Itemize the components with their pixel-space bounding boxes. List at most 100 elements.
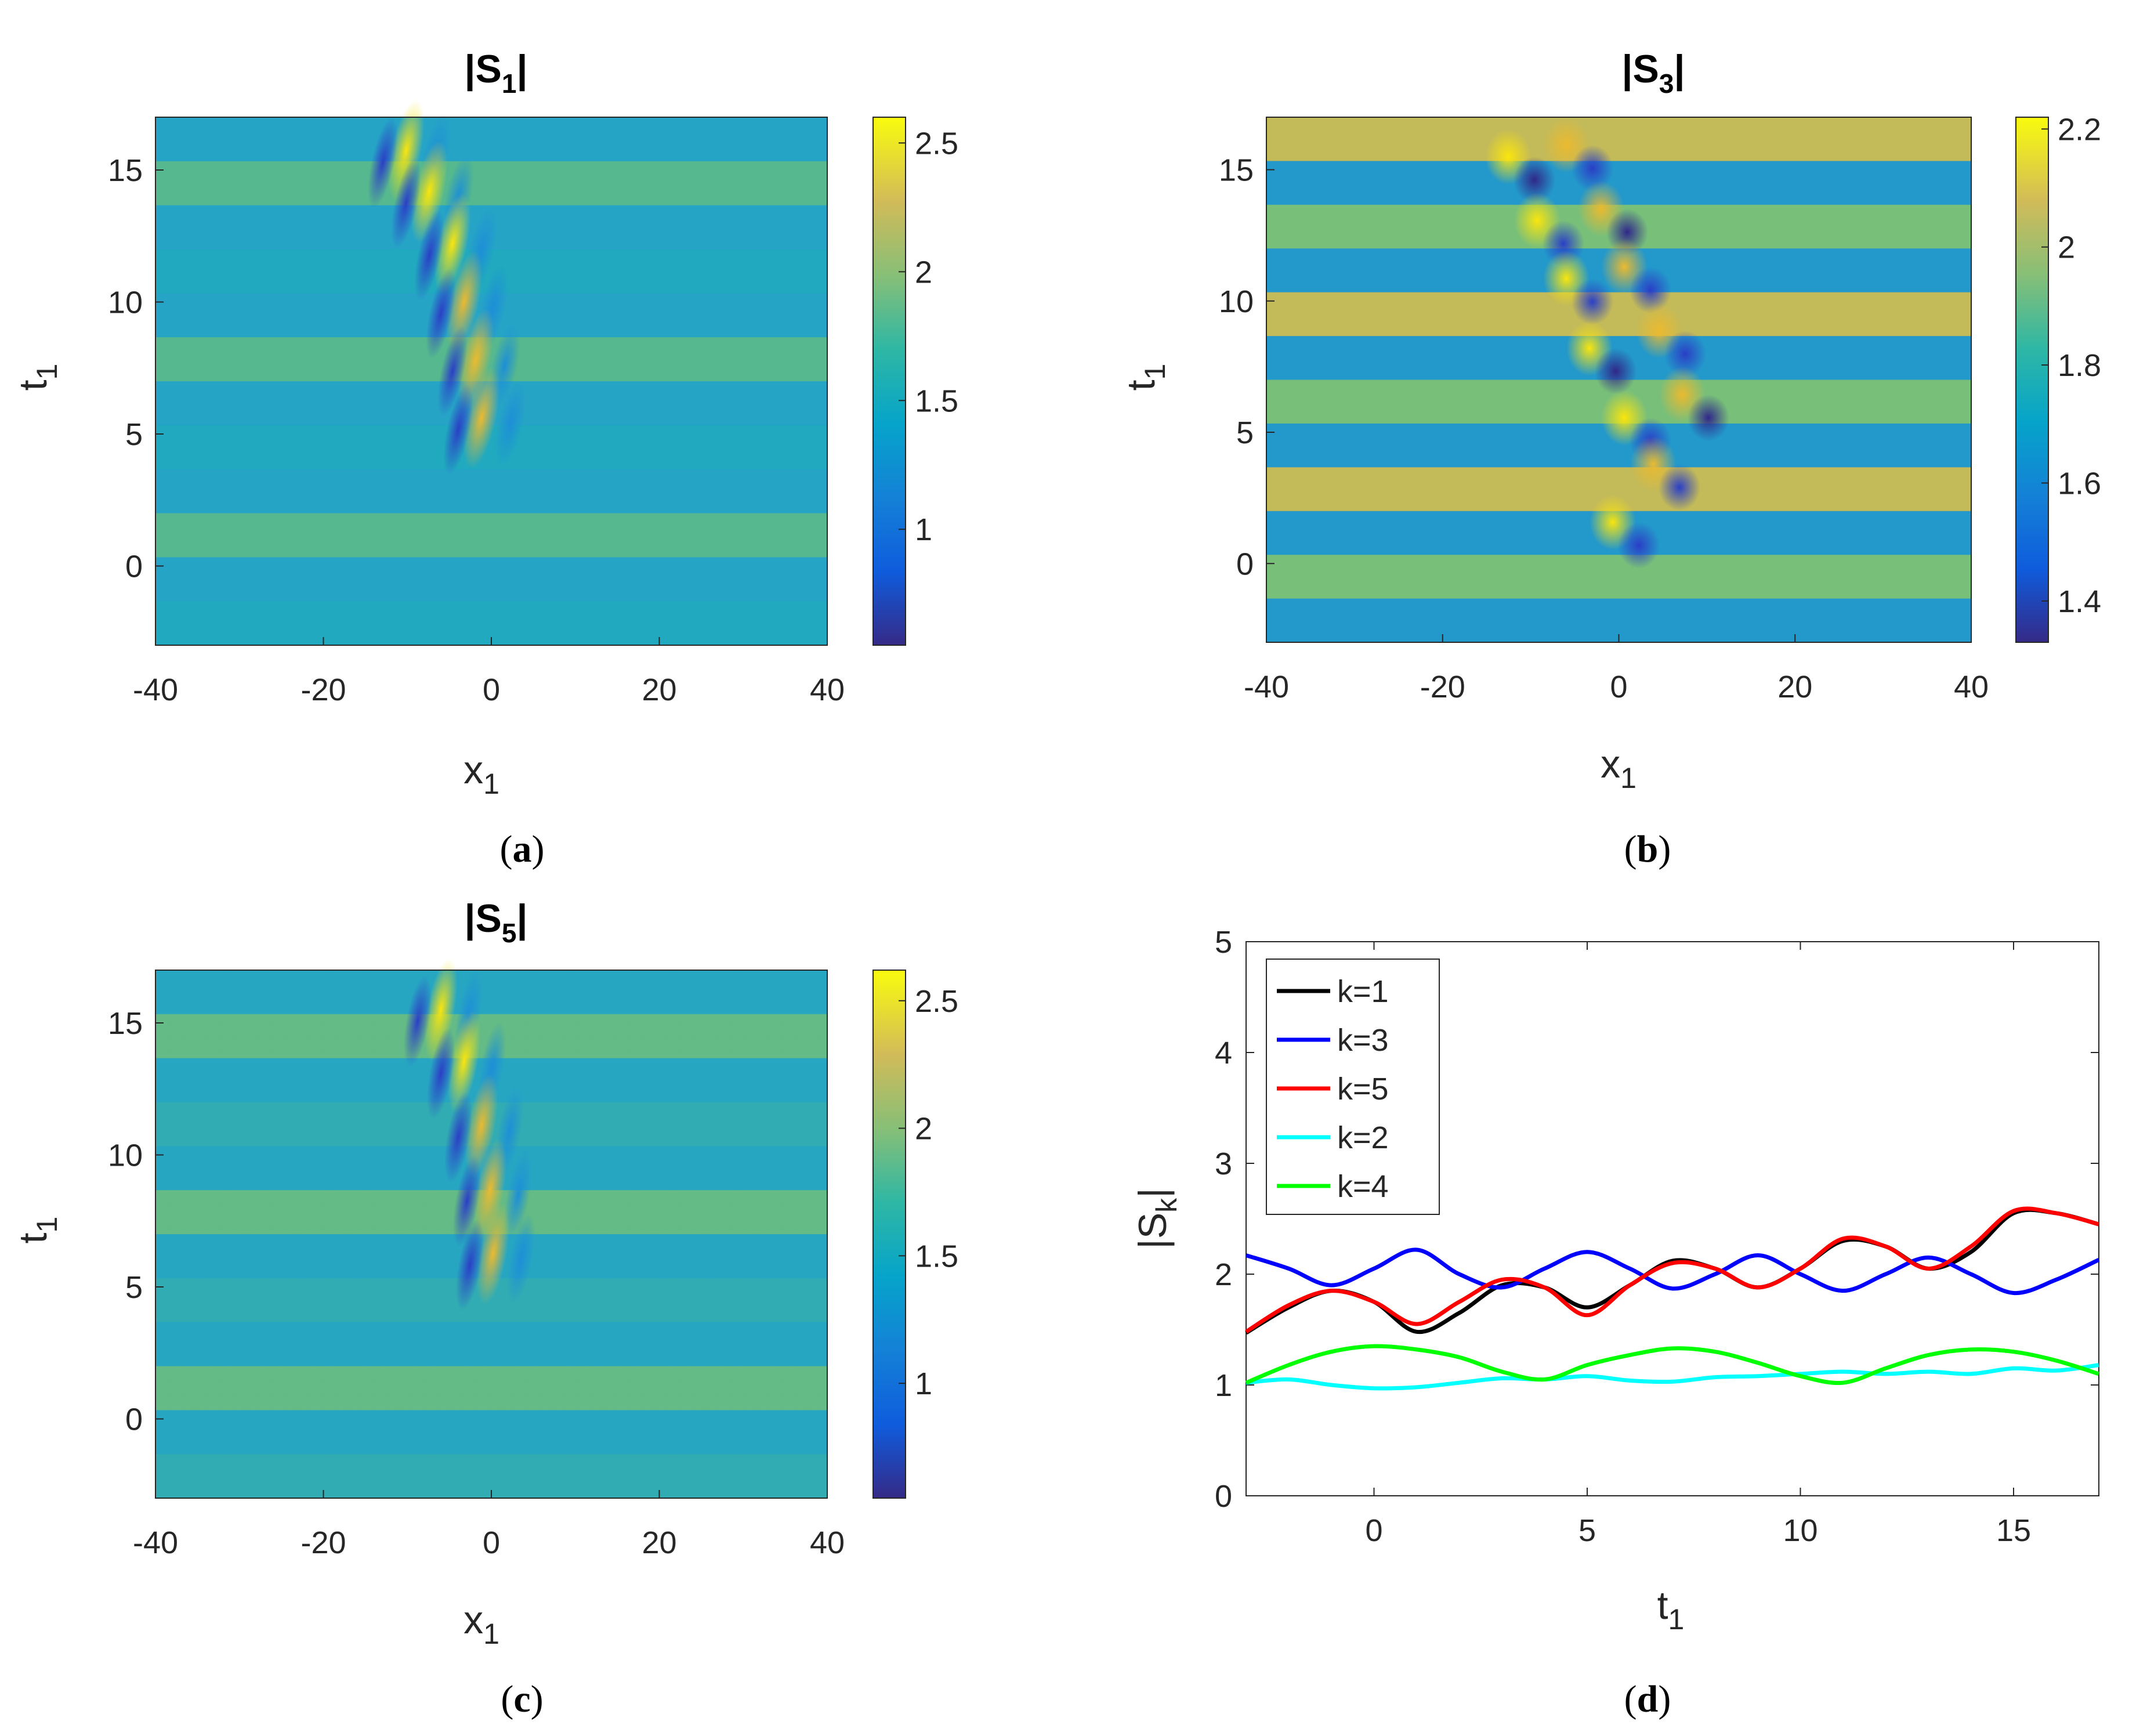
- panel-b: |S3| -40 -20 0 20 40 0 5 10 15 x1 t1 1.4 1.6 1.8 2…: [1119, 47, 2101, 870]
- legend-label: k=4: [1337, 1169, 1389, 1204]
- panel-b-caption: (b): [1624, 828, 1671, 870]
- colorbar-tick-label: 2.2: [2058, 112, 2101, 147]
- heatmap-feature: [1514, 157, 1555, 203]
- panel-a: |S1| -40 -20 0 20 40 0 5 10 15 x1 t1 1 1.5 2 2.5 (…: [11, 47, 958, 870]
- series-line-k3: [1245, 1247, 2100, 1295]
- x-tick-label: -40: [133, 1525, 178, 1560]
- colorbar-tick-label: 2: [915, 255, 932, 290]
- y-tick-label: 0: [1215, 1479, 1232, 1514]
- heatmap-feature: [414, 209, 444, 301]
- x-tick-label: -20: [300, 672, 346, 707]
- heatmap-band: [1266, 292, 1971, 337]
- heatmap-feature: [1572, 145, 1613, 191]
- y-tick-label: 5: [125, 417, 143, 452]
- heatmap-feature: [426, 1028, 455, 1119]
- y-tick-label: 15: [1219, 153, 1254, 188]
- y-tick-label: 0: [125, 1402, 143, 1437]
- panel-a-xlabel: x1: [464, 748, 499, 800]
- colorbar-tick-label: 1.8: [2058, 348, 2101, 383]
- series-line-k1: [1245, 1207, 2099, 1335]
- y-tick-label: 10: [1219, 284, 1254, 319]
- legend-label: k=3: [1337, 1023, 1389, 1058]
- y-tick-label: 15: [108, 1006, 143, 1041]
- heatmap-band: [155, 1410, 827, 1455]
- heatmap-band: [155, 1366, 827, 1411]
- y-tick-label: 5: [1215, 925, 1232, 960]
- heatmap-band: [155, 117, 827, 162]
- heatmap-feature: [1688, 395, 1729, 441]
- panel-b-xlabel: x1: [1601, 742, 1637, 794]
- x-tick-label: 0: [1610, 670, 1627, 704]
- colorbar-tick-label: 2: [915, 1112, 932, 1147]
- panel-a-xticks: -40 -20 0 20 40: [133, 637, 845, 707]
- colorbar-tick-label: 1: [915, 512, 932, 547]
- heatmap-feature: [447, 1010, 481, 1113]
- x-tick-label: 20: [642, 1525, 676, 1560]
- heatmap-feature: [504, 1149, 533, 1241]
- panel-b-title: |S3|: [1621, 47, 1685, 99]
- heatmap-band: [155, 1322, 827, 1367]
- x-tick-label: 10: [1783, 1513, 1817, 1548]
- y-tick-label: 5: [125, 1270, 143, 1305]
- heatmap-feature: [506, 1213, 535, 1305]
- y-tick-label: 10: [108, 285, 143, 320]
- heatmap-feature: [1659, 464, 1700, 511]
- panel-c-xlabel: x1: [464, 1598, 499, 1650]
- series-line-k5: [1245, 1206, 2099, 1334]
- colorbar-tick-label: 1.4: [2058, 584, 2101, 619]
- panel-a-colorbar-ticks: 1 1.5 2 2.5: [899, 126, 958, 547]
- colorbar-tick-label: 2.5: [915, 126, 958, 161]
- series-line-k2: [1246, 1363, 2099, 1391]
- panel-a-title: |S1|: [464, 47, 527, 99]
- panel-a-ylabel: t1: [11, 364, 63, 391]
- x-tick-label: 20: [1777, 670, 1812, 704]
- x-tick-label: -40: [1244, 670, 1289, 704]
- panel-b-ylabel: t1: [1119, 364, 1171, 391]
- y-tick-label: 15: [108, 153, 143, 188]
- panel-c-colorbar-ticks: 1 1.5 2 2.5: [899, 984, 958, 1401]
- panel-c: |S5| -40 -20 0 20 40 0 5 10 15 x1 t1 1 1.5 2 2.5 (…: [11, 896, 958, 1720]
- heatmap-feature: [424, 958, 458, 1061]
- y-tick-label: 0: [1236, 547, 1254, 581]
- x-tick-label: 40: [810, 672, 845, 707]
- panel-a-heatmap: [155, 99, 828, 646]
- colorbar-tick-label: 2.5: [915, 984, 958, 1019]
- x-tick-label: 40: [810, 1525, 845, 1560]
- heatmap-band: [1266, 117, 1971, 162]
- x-tick-label: 0: [483, 1525, 500, 1560]
- heatmap-feature: [388, 99, 425, 202]
- panel-b-colorbar-ticks: 1.4 1.6 1.8 2 2.2: [2041, 112, 2101, 619]
- panel-b-heatmap: [1266, 117, 1972, 643]
- y-tick-label: 0: [125, 549, 143, 584]
- heatmap-feature: [426, 267, 456, 359]
- colorbar-tick-label: 1.5: [915, 1239, 958, 1274]
- heatmap-band: [155, 970, 827, 1015]
- heatmap-bands: [155, 970, 827, 1499]
- heatmap-feature: [465, 1074, 498, 1177]
- panel-c-ylabel: t1: [11, 1217, 63, 1244]
- panel-b-xticks: -40 -20 0 20 40: [1244, 634, 1989, 704]
- heatmap-feature: [1572, 279, 1613, 325]
- series-line-k4: [1245, 1344, 2100, 1386]
- panel-d-ylabel: |Sk|: [1131, 1188, 1183, 1249]
- panel-b-yticks: 0 5 10 15: [1219, 153, 1275, 581]
- legend-label: k=5: [1337, 1072, 1389, 1106]
- panel-d-caption: (d): [1624, 1678, 1671, 1720]
- panel-b-colorbar: [2015, 117, 2049, 643]
- heatmap-band: [155, 161, 827, 206]
- panel-a-caption: (a): [500, 828, 545, 870]
- panel-d-xticks: 0 5 10 15: [1365, 942, 2031, 1548]
- heatmap-feature: [437, 326, 468, 417]
- heatmap-band: [155, 469, 827, 514]
- panel-a-yticks: 0 5 10 15: [108, 153, 164, 584]
- heatmap-feature: [473, 1138, 507, 1241]
- panel-a-colorbar: [872, 117, 906, 646]
- heatmap-feature: [411, 140, 448, 243]
- y-tick-label: 2: [1215, 1257, 1232, 1292]
- heatmap-feature: [1630, 267, 1671, 313]
- heatmap-feature: [444, 1091, 473, 1183]
- heatmap-feature: [403, 975, 432, 1067]
- heatmap-feature: [476, 1202, 510, 1305]
- y-tick-label: 5: [1236, 415, 1254, 450]
